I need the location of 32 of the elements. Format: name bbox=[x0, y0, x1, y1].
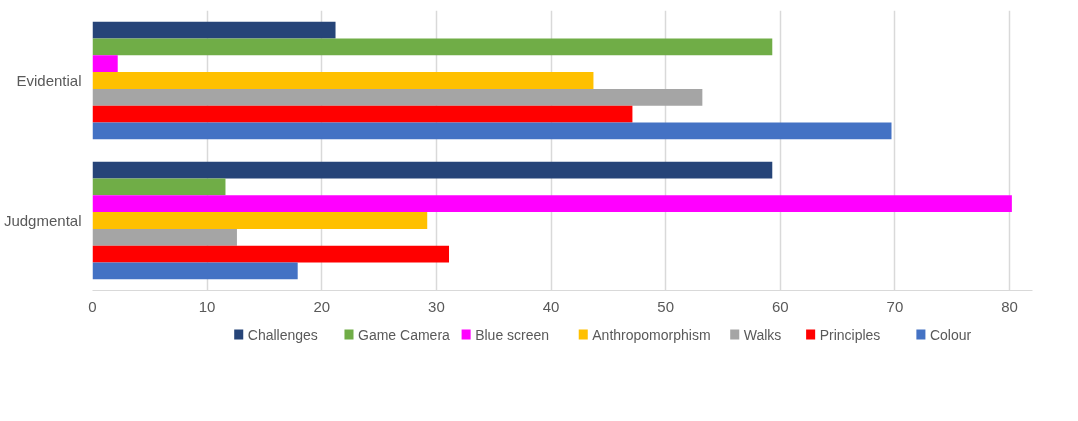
bar bbox=[92, 212, 428, 229]
bar bbox=[92, 72, 594, 89]
legend-label: Anthropomorphism bbox=[592, 326, 711, 343]
bar bbox=[92, 105, 633, 123]
bar bbox=[92, 88, 703, 106]
x-tick-label: 50 bbox=[657, 297, 675, 315]
x-tick-label: 60 bbox=[771, 297, 789, 315]
bar bbox=[92, 262, 298, 280]
bar bbox=[92, 178, 226, 196]
legend-label: Game Camera bbox=[358, 326, 451, 343]
bar bbox=[92, 38, 773, 56]
y-tick-label: Evidential bbox=[16, 72, 82, 89]
legend-label: Walks bbox=[743, 326, 782, 343]
x-tick-label: 30 bbox=[428, 297, 445, 315]
bar bbox=[92, 55, 118, 73]
bar bbox=[92, 195, 1012, 213]
bar bbox=[92, 122, 892, 140]
bar bbox=[92, 21, 336, 39]
x-tick-label: 10 bbox=[198, 297, 216, 315]
bar bbox=[92, 161, 773, 179]
legend-label: Challenges bbox=[247, 326, 318, 343]
legend-label: Principles bbox=[819, 326, 881, 343]
x-tick-label: 70 bbox=[886, 297, 904, 315]
y-tick-label: Judgmental bbox=[3, 212, 82, 229]
legend-label: Colour bbox=[929, 326, 972, 343]
x-tick-label: 80 bbox=[1001, 297, 1018, 315]
bar bbox=[92, 245, 450, 263]
legend-label: Blue screen bbox=[475, 326, 550, 343]
bar bbox=[92, 228, 237, 246]
x-tick-label: 0 bbox=[88, 297, 97, 315]
x-tick-label: 20 bbox=[313, 297, 331, 315]
x-tick-label: 40 bbox=[542, 297, 560, 315]
